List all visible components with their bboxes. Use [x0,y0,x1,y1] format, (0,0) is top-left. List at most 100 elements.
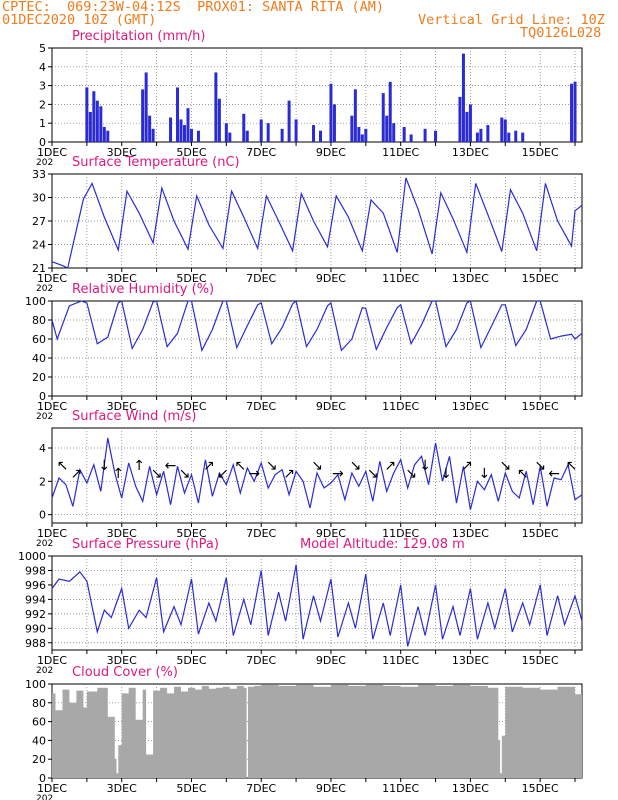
header-grid-note: Vertical Grid Line: 10Z [418,12,605,28]
precip-bar [228,132,232,142]
wind-arrow: ↗ [283,466,295,482]
x-year-label: 202 [36,158,53,168]
wind-arrow: ↙ [217,466,229,482]
wind-arrow: ↘ [367,466,379,482]
precip-bar [214,72,218,142]
y-tick-label: 998 [25,564,46,577]
y-tick-label: 2 [39,475,46,488]
x-tick-label: 3DEC [107,527,137,540]
series-line [51,177,583,269]
x-tick-label: 5DEC [176,654,206,667]
x-tick-label: 7DEC [246,272,276,285]
precip-bar [507,132,511,142]
wind-arrow: ↗ [203,458,215,474]
panel-title: Surface Pressure (hPa) [72,537,219,552]
precip-bar [151,128,155,142]
precip-bar [266,123,270,142]
precip-bar [287,100,291,142]
precip-bar [95,100,99,142]
wind-arrow: ↓ [440,466,452,482]
wind-arrow: ↓ [98,458,110,474]
y-tick-label: 30 [32,192,46,205]
x-tick-label: 13DEC [452,782,489,795]
x-tick-label: 11DEC [382,272,419,285]
x-tick-label: 5DEC [176,272,206,285]
wind-arrow: ↖ [234,458,246,474]
y-tick-label: 33 [32,168,46,181]
cloud-area [52,684,582,778]
precip-bar [465,111,469,142]
x-tick-label: 5DEC [176,400,206,413]
precip-bar [245,130,249,142]
precip-bar [409,134,413,142]
x-tick-label: 13DEC [452,654,489,667]
y-tick-label: 992 [25,608,46,621]
x-tick-label: 7DEC [246,146,276,159]
precip-bar [88,111,92,142]
precip-bar [176,87,180,142]
x-tick-label: 3DEC [107,782,137,795]
wind-arrow: ↖ [566,458,578,474]
precip-bar [102,126,106,142]
panel-title: Surface Temperature (nC) [72,155,240,170]
wind-arrow: ↗ [461,458,473,474]
y-tick-label: 20 [32,753,46,766]
wind-arrow: ↘ [179,466,191,482]
y-tick-label: 21 [32,262,46,275]
panel-frame [51,427,583,524]
x-tick-label: 5DEC [176,527,206,540]
y-tick-label: 60 [32,333,46,346]
wind-arrow: ↘ [499,458,511,474]
x-tick-label: 1DEC [37,527,67,540]
y-tick-label: 2 [39,98,46,111]
precip-bar [357,126,361,142]
precip-bar [458,96,462,142]
panel-frame [51,47,583,143]
header-run-id: TQ0126L028 [520,25,602,41]
precip-bar [570,83,574,142]
precip-bar [99,106,103,142]
precip-bar [392,123,396,142]
y-tick-label: 1000 [18,550,46,563]
x-tick-label: 7DEC [246,400,276,413]
x-tick-label: 13DEC [452,527,489,540]
x-tick-label: 15DEC [522,782,559,795]
wind-arrow: ↓ [479,466,491,482]
y-tick-label: 40 [32,734,46,747]
x-tick-label: 7DEC [246,527,276,540]
panel-title: Precipitation (mm/h) [72,29,205,44]
x-tick-label: 13DEC [452,400,489,413]
precip-bar [423,128,427,142]
y-tick-label: 5 [39,42,46,55]
x-tick-label: 13DEC [452,146,489,159]
precip-bar [280,128,284,142]
panel-title: Relative Humidity (%) [72,282,214,297]
x-tick-label: 9DEC [316,146,346,159]
series-line [51,299,583,353]
wind-arrow: ↑ [112,466,124,482]
wind-arrow: ← [548,466,560,482]
wind-arrow: ↗ [71,466,83,482]
y-tick-label: 988 [25,637,46,650]
y-tick-label: 996 [25,579,46,592]
wind-arrow: ↖ [57,458,69,474]
header-line-1: CPTEC: 069:23W-04:12S PROX01: SANTA RITA… [2,0,385,15]
x-tick-label: 15DEC [522,654,559,667]
precip-bar [475,132,479,142]
series-line [51,564,583,647]
precip-bar [468,104,472,142]
precip-bar [294,119,298,142]
precip-bar [461,53,465,142]
x-tick-label: 5DEC [176,782,206,795]
x-tick-label: 13DEC [452,272,489,285]
y-tick-label: 3 [39,80,46,93]
y-tick-label: 27 [32,215,46,228]
y-tick-label: 100 [25,678,46,691]
precip-bar [148,115,152,142]
precip-bar [388,81,392,142]
x-year-label: 202 [36,412,53,422]
precip-bar [486,125,490,142]
precip-bar [332,104,336,142]
x-tick-label: 1DEC [37,400,67,413]
wind-arrow: ↑ [133,458,145,474]
